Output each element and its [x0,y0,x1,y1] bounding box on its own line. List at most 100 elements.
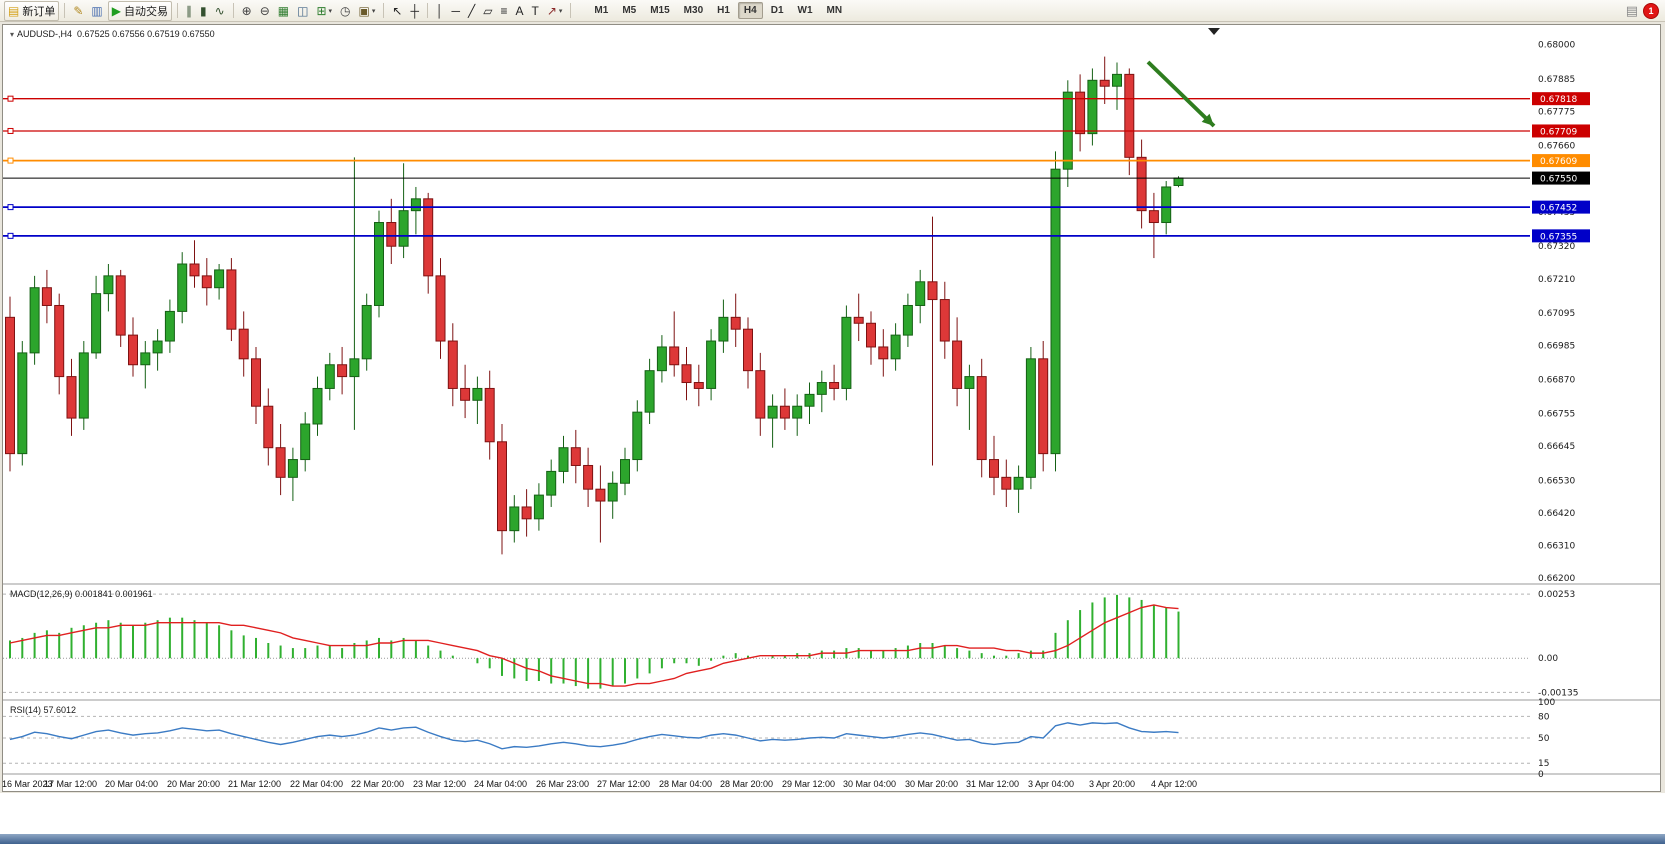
line-handle[interactable] [7,204,14,211]
trendline-button[interactable]: ╱ [465,2,478,20]
line-chart-button[interactable]: ∿ [212,2,228,20]
timeframe-mn-button[interactable]: MN [826,5,843,16]
candle-body [201,275,212,289]
timeframe-h4-button[interactable]: H4 [737,2,763,19]
arrows-button[interactable]: ↗ ▾ [544,2,566,20]
candle-body [644,370,655,413]
rsi-value: 57.6012 [43,705,77,715]
templates-button[interactable]: ▣ ▾ [356,2,379,20]
candle-body [952,340,963,389]
new-order-icon: ▤ [8,3,20,18]
toolbar-separator [383,3,385,18]
fibonacci-button[interactable]: ≡ [497,2,510,20]
line-chart-icon: ∿ [214,3,225,18]
candle-body [1001,476,1012,490]
candle-body [497,441,507,532]
toolbar-separator [176,3,178,18]
metaeditor-button[interactable]: ✎ [70,2,86,20]
candle-body [78,352,89,419]
zoom-in-button[interactable]: ⊕ [239,2,255,20]
candle-body [54,304,65,378]
candle-body [804,393,815,407]
candle-body [238,328,249,360]
new-chart-button[interactable]: ⊞ ▾ [313,2,335,20]
candle-body [484,387,495,443]
price-scale[interactable] [1532,24,1652,774]
candle-body [361,304,372,360]
candle-body [1013,476,1024,490]
cursor-button[interactable]: ↖ [389,2,405,20]
line-handle[interactable] [7,95,14,102]
candle-body [915,281,926,306]
notification-badge[interactable]: 1 [1643,2,1659,19]
candle-body [816,382,827,395]
candlestick-chart-button[interactable]: ▮ [197,2,210,20]
chart-shift-marker[interactable] [1208,28,1220,35]
text-button[interactable]: A [512,2,526,20]
news-icon[interactable]: ▤ [1625,2,1638,18]
timeframe-w1-button[interactable]: W1 [797,5,813,16]
timeframe-m5-button[interactable]: M5 [622,5,637,16]
timeframe-m1-button[interactable]: M1 [594,5,609,16]
candle-body [1038,358,1049,455]
price-tick-label: 0.66755 [1538,410,1575,420]
candle-body [472,387,483,401]
candle-body [976,376,987,461]
time-axis-label: 23 Mar 12:00 [413,779,467,789]
candle-body [669,346,680,366]
trend-arrow[interactable] [1146,60,1216,128]
rsi-label: RSI(14) 57.6012 [10,705,76,715]
candle-body [128,334,138,366]
period-clock-button[interactable]: ◷ [337,2,353,20]
candle-body [423,198,434,277]
horizontal-line-button[interactable]: ─ [448,2,463,20]
templates-icon: ▣ [358,3,370,18]
bar-chart-button[interactable]: ∥ [183,2,195,20]
candle-body [1148,210,1159,224]
candle-body [1136,156,1147,212]
cascade-windows-button[interactable]: ◫ [294,2,311,20]
auto-trading-button[interactable]: ▶ 自动交易 [107,0,172,21]
toolbar-buttons: ▤ 新订单 ✎ ▥ ▶ 自动交易 ∥ ▮ ∿ ⊕ ⊖ ▦ ◫ ⊞ ▾ ◷ ▣ ▾ ↖ ┼ │ ─ ╱ ▱ ≡ A T ↗ ▾ M1 M5 M1… [3,0,849,21]
vertical-line-button[interactable]: │ [433,2,447,20]
candle-body [583,464,594,490]
candle-body [853,316,864,324]
price-tick-label: 0.67660 [1538,141,1575,151]
tile-windows-button[interactable]: ▦ [275,2,292,20]
chart-window[interactable] [2,24,1661,792]
candle-body [398,210,409,247]
window-margin [0,793,1665,834]
price-badge-label: 0.67550 [1540,175,1577,185]
timeframe-m30-button[interactable]: M30 [683,5,704,16]
price-badge [1532,200,1590,214]
candle-body [546,470,557,496]
price-badge [1532,124,1590,138]
new-chart-icon: ⊞ [316,3,327,18]
candle-body [902,304,913,336]
equidistant-channel-button[interactable]: ▱ [480,2,495,20]
new-order-button[interactable]: ▤ 新订单 [4,0,60,21]
macd-value-signal: 0.001961 [115,589,153,599]
zoom-out-button[interactable]: ⊖ [257,2,273,20]
text-icon: A [515,3,524,18]
line-handle[interactable] [7,127,14,134]
symbol-dropdown-icon[interactable]: ▾ [10,30,15,39]
text-label-button[interactable]: T [528,2,541,20]
candle-body [263,405,274,449]
candle-body [620,459,630,484]
price-tick-label: 0.68000 [1538,41,1575,51]
toolbar-separator [232,3,234,18]
timeframe-m15-button[interactable]: M15 [650,5,670,16]
price-tick-label: 0.67885 [1538,75,1575,85]
timeframe-h1-button[interactable]: H1 [717,5,730,16]
candle-body [1050,168,1061,455]
toolbar-right: ▤ 1 [1625,2,1662,19]
line-handle[interactable] [7,157,14,164]
line-handle[interactable] [7,232,14,239]
timeframe-d1-button[interactable]: D1 [770,5,784,16]
dropdown-caret-icon: ▾ [371,7,376,15]
crosshair-button[interactable]: ┼ [407,2,422,20]
data-window-button[interactable]: ▥ [88,2,105,20]
crosshair-icon: ┼ [410,3,419,18]
